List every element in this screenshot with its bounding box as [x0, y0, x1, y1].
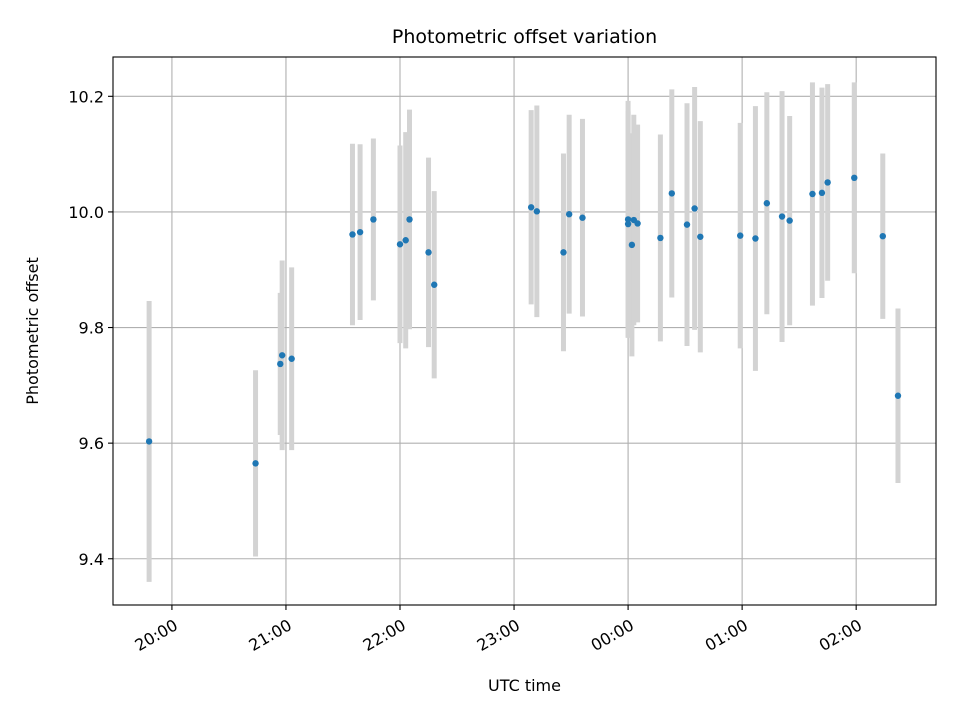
data-point [668, 190, 676, 197]
data-point [624, 220, 632, 228]
data-point [894, 392, 902, 399]
data-point [628, 241, 636, 249]
data-point [752, 235, 759, 242]
data-point [396, 241, 404, 248]
chart-title: Photometric offset variation [392, 26, 657, 48]
y-tick-label: 9.6 [79, 434, 104, 453]
data-point [818, 189, 826, 197]
data-point [406, 216, 413, 223]
data-points [145, 174, 902, 467]
data-point [565, 211, 573, 218]
data-point [431, 281, 438, 288]
data-point [356, 228, 364, 236]
data-point [278, 352, 286, 359]
data-point [683, 221, 691, 228]
data-point [145, 438, 153, 445]
data-point [252, 460, 259, 467]
data-point [691, 205, 698, 212]
data-point [560, 249, 567, 256]
data-point [277, 360, 284, 368]
x-axis-title: UTC time [488, 676, 561, 695]
data-point [851, 174, 858, 182]
data-point [786, 217, 793, 224]
data-point [288, 355, 295, 362]
data-point [737, 232, 744, 239]
data-point [624, 216, 632, 223]
data-point [527, 204, 535, 211]
data-point [879, 232, 886, 240]
data-point [579, 214, 586, 221]
data-point [657, 234, 664, 242]
plot-area-frame [112, 56, 937, 606]
data-point [697, 233, 704, 240]
data-point [824, 179, 831, 186]
data-point [533, 208, 541, 215]
data-point [809, 190, 816, 198]
data-point [763, 200, 771, 207]
data-point [349, 231, 356, 238]
y-tick-label: 10.0 [68, 203, 104, 222]
y-tick-label: 9.8 [79, 319, 104, 338]
data-point [634, 220, 641, 227]
data-point [402, 237, 409, 244]
y-tick-label: 9.4 [79, 550, 104, 569]
data-point [425, 249, 432, 256]
data-point [370, 216, 377, 223]
y-tick-label: 10.2 [68, 87, 104, 106]
data-point [778, 213, 786, 220]
y-axis-title: Photometric offset [23, 257, 42, 405]
